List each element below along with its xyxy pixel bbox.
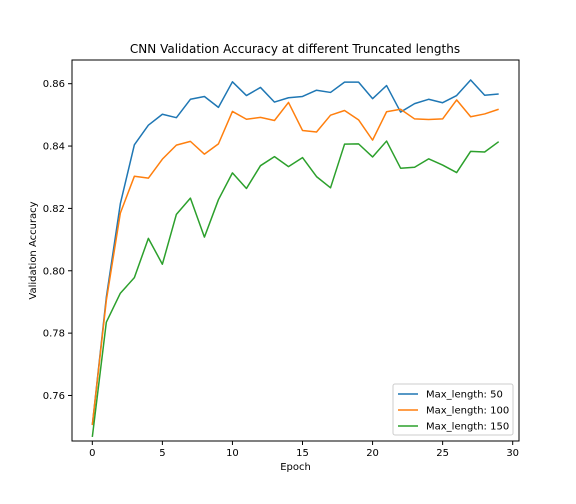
y-axis-ticks: 0.76 0.78 0.80 0.82 0.84 0.86	[43, 79, 72, 402]
y-tick-label: 0.80	[43, 266, 65, 277]
legend-label: Max_length: 50	[426, 390, 503, 401]
x-tick-label: 5	[159, 448, 165, 459]
y-tick-label: 0.78	[43, 329, 65, 340]
x-tick-label: 20	[366, 448, 379, 459]
y-tick-label: 0.82	[43, 204, 65, 215]
x-tick-label: 30	[506, 448, 519, 459]
x-axis-label: Epoch	[280, 462, 311, 473]
x-tick-label: 25	[436, 448, 449, 459]
legend-label: Max_length: 100	[426, 406, 509, 417]
y-tick-label: 0.84	[43, 142, 65, 153]
x-axis-ticks: 0 5 10 15 20 25 30	[89, 441, 519, 459]
plot-frame	[71, 59, 520, 442]
legend: Max_length: 50 Max_length: 100 Max_length:…	[392, 383, 514, 436]
series-line-3	[91, 140, 500, 438]
x-tick-label: 0	[89, 448, 95, 459]
series-line-1	[91, 79, 499, 426]
y-tick-label: 0.86	[43, 79, 65, 90]
x-tick-label: 15	[296, 448, 309, 459]
legend-box	[392, 383, 514, 436]
y-axis-label: Validation Accuracy	[28, 201, 39, 299]
y-tick-label: 0.76	[43, 391, 65, 402]
series-line-2	[91, 99, 499, 426]
chart-title: CNN Validation Accuracy at different Tru…	[130, 42, 460, 56]
legend-label: Max_length: 150	[426, 422, 509, 433]
series-layer	[91, 79, 500, 438]
x-tick-label: 10	[226, 448, 239, 459]
